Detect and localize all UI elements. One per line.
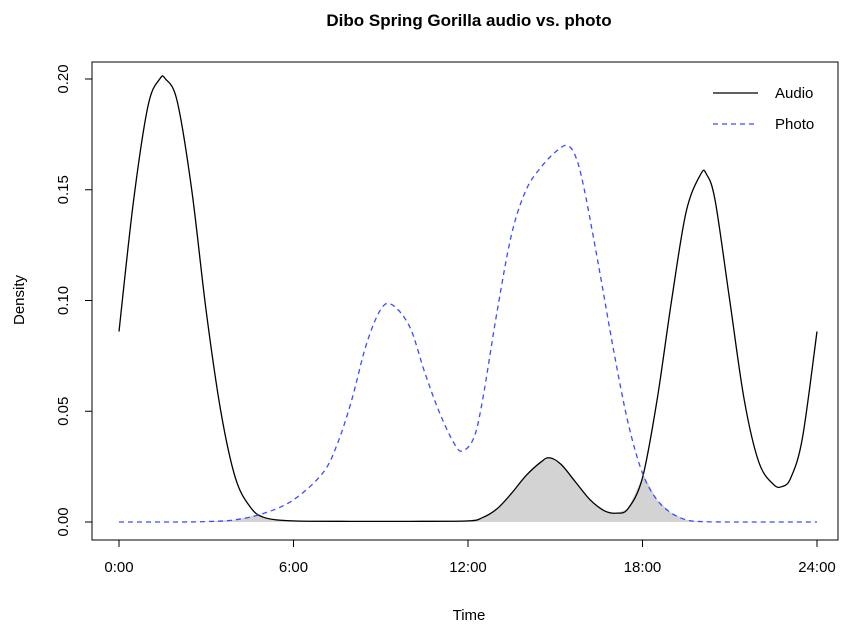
y-axis-label: Density — [11, 274, 28, 325]
legend-label-audio: Audio — [775, 85, 813, 102]
chart-title: Dibo Spring Gorilla audio vs. photo — [326, 11, 611, 30]
series-line-audio — [118, 75, 818, 523]
y-axis: 0.00 0.05 0.10 0.15 0.20 — [55, 64, 93, 537]
x-tick-label: 18:00 — [624, 559, 662, 576]
plot-frame — [91, 61, 839, 541]
overlap-area — [119, 457, 817, 522]
x-axis: 0:00 6:00 12:00 18:00 24:00 — [104, 539, 836, 576]
series-line-photo — [118, 144, 817, 523]
y-tick-label: 0.10 — [55, 286, 72, 315]
x-tick-label: 24:00 — [798, 559, 836, 576]
overlap-area-layer — [119, 457, 817, 522]
y-tick-label: 0.15 — [55, 175, 72, 204]
x-tick-label: 0:00 — [104, 559, 133, 576]
legend-label-photo: Photo — [775, 116, 814, 133]
legend: Audio Photo — [713, 85, 814, 133]
x-axis-label: Time — [453, 607, 486, 624]
series-layer — [118, 75, 818, 523]
x-tick-label: 12:00 — [449, 559, 487, 576]
y-tick-label: 0.05 — [55, 397, 72, 426]
y-tick-label: 0.00 — [55, 507, 72, 536]
x-tick-label: 6:00 — [279, 559, 308, 576]
y-tick-label: 0.20 — [55, 64, 72, 93]
